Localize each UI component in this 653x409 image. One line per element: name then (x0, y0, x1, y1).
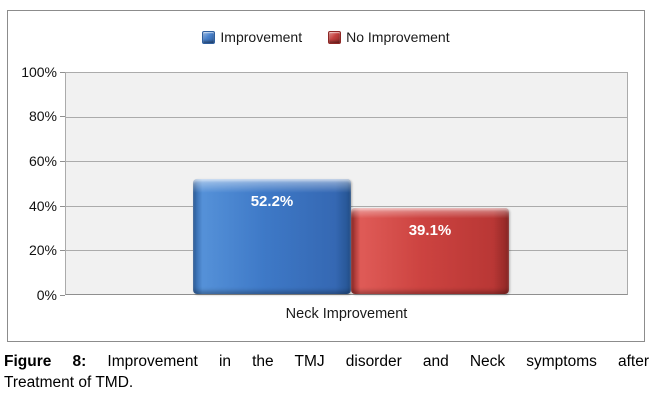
improvement-swatch-icon (202, 30, 216, 44)
legend-item-no-improvement: No Improvement (328, 29, 450, 45)
tick-mark (60, 115, 65, 117)
tick-mark (60, 205, 65, 207)
ytick-80: 80% (8, 108, 65, 124)
figure-caption-line2: Treatment of TMD. (4, 374, 134, 391)
ytick-40: 40% (8, 198, 65, 214)
figure-caption-label: Figure 8: (4, 353, 87, 370)
ytick-100: 100% (8, 64, 65, 80)
tick-mark (60, 71, 65, 73)
tick-mark (60, 160, 65, 162)
no-improvement-swatch-icon (328, 30, 342, 44)
chart-legend: Improvement No Improvement (8, 29, 644, 45)
gridline-80 (66, 117, 627, 119)
tick-mark (60, 249, 65, 251)
tick-mark (60, 294, 65, 296)
plot-area: 52.2% 39.1% (65, 72, 628, 295)
bar-no-improvement-value-label: 39.1% (408, 221, 452, 239)
gridline-60 (66, 161, 627, 163)
ytick-60: 60% (8, 153, 65, 169)
figure-8-chart-panel: Improvement No Improvement 100% 80% 60% … (7, 10, 645, 342)
legend-item-improvement: Improvement (202, 29, 302, 45)
legend-label-improvement: Improvement (220, 29, 303, 45)
bar-improvement: 52.2% (193, 178, 351, 294)
x-axis-category-label: Neck Improvement (285, 306, 408, 322)
legend-label-no-improvement: No Improvement (346, 29, 450, 45)
figure-caption: Figure 8: Improvement in the TMJ disorde… (4, 351, 649, 393)
bar-improvement-value-label: 52.2% (250, 192, 294, 210)
ytick-20: 20% (8, 242, 65, 258)
bar-no-improvement: 39.1% (351, 207, 509, 294)
ytick-0: 0% (8, 287, 65, 303)
figure-caption-line1: Figure 8: Improvement in the TMJ disorde… (4, 351, 649, 372)
figure-caption-text: Improvement in the TMJ disorder and Neck… (107, 353, 650, 370)
